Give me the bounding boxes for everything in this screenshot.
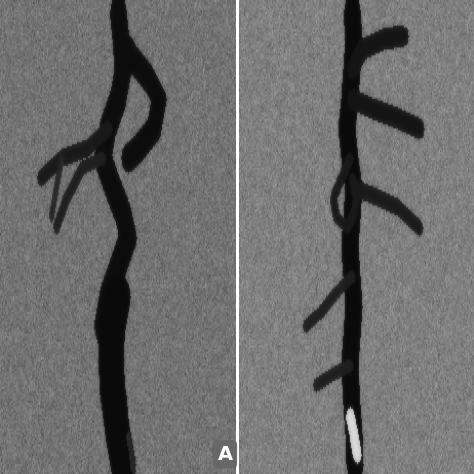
Text: A: A: [218, 445, 233, 464]
